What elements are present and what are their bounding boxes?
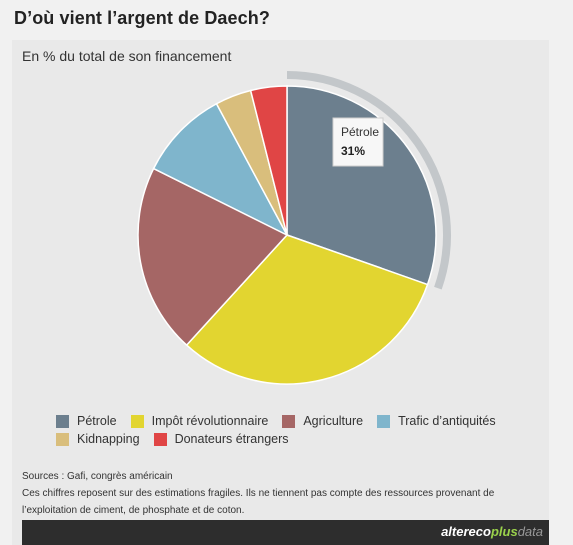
chart-tooltip: Pétrole 31% <box>332 117 384 167</box>
legend-item[interactable]: Trafic d’antiquités <box>377 414 496 428</box>
chart-legend: Pétrole Impôt révolutionnaire Agriculture T… <box>56 412 536 448</box>
legend-item[interactable]: Agriculture <box>282 414 363 428</box>
pie-slice-6[interactable] <box>249 85 288 236</box>
legend-item[interactable]: Pétrole <box>56 414 117 428</box>
legend-label: Kidnapping <box>77 432 140 446</box>
disclaimer-line-2: l’exploitation de ciment, de phosphate e… <box>22 505 245 516</box>
legend-label: Impôt révolutionnaire <box>151 414 269 428</box>
legend-item[interactable]: Impôt révolutionnaire <box>130 414 269 428</box>
tooltip-value: 31% <box>341 144 365 158</box>
brand-part-3: data <box>517 524 543 539</box>
legend-row: Pétrole Impôt révolutionnaire Agriculture T… <box>56 412 536 430</box>
legend-label: Pétrole <box>77 414 117 428</box>
legend-swatch <box>56 432 69 446</box>
legend-row: Kidnapping Donateurs étrangers <box>56 430 536 448</box>
pie-slice-1[interactable] <box>286 85 437 286</box>
legend-label: Donateurs étrangers <box>174 432 289 446</box>
legend-swatch <box>377 414 391 428</box>
legend-item[interactable]: Kidnapping <box>56 432 140 446</box>
legend-swatch <box>282 414 296 428</box>
pie-slice-4[interactable] <box>152 102 289 237</box>
tooltip-label: Pétrole <box>341 125 379 139</box>
legend-label: Trafic d’antiquités <box>398 414 496 428</box>
disclaimer-line: Ces chiffres reposent sur des estimation… <box>22 488 495 499</box>
brand-part-1: altereco <box>441 524 491 539</box>
brand-logo[interactable]: alterecoplusdata <box>441 524 543 539</box>
sources-line: Sources : Gafi, congrès américain <box>22 471 173 482</box>
legend-swatch <box>130 414 144 428</box>
page-title: D’où vient l’argent de Daech? <box>14 8 270 28</box>
legend-swatch <box>56 414 69 428</box>
slice-highlight-halo <box>286 71 451 290</box>
pie-chart: Pétrole 31% <box>137 71 451 385</box>
brand-part-2: plus <box>490 524 518 539</box>
pie-slice-2[interactable] <box>185 234 429 385</box>
legend-swatch <box>153 432 167 446</box>
pie-slice-3[interactable] <box>137 167 289 347</box>
footer-bar: alterecoplusdata <box>22 520 549 545</box>
legend-item[interactable]: Donateurs étrangers <box>153 432 289 446</box>
legend-label: Agriculture <box>303 414 364 428</box>
sources-note: Sources : Gafi, congrès américain Ces ch… <box>22 468 552 519</box>
chart-subtitle: En % du total de son financement <box>22 48 232 64</box>
